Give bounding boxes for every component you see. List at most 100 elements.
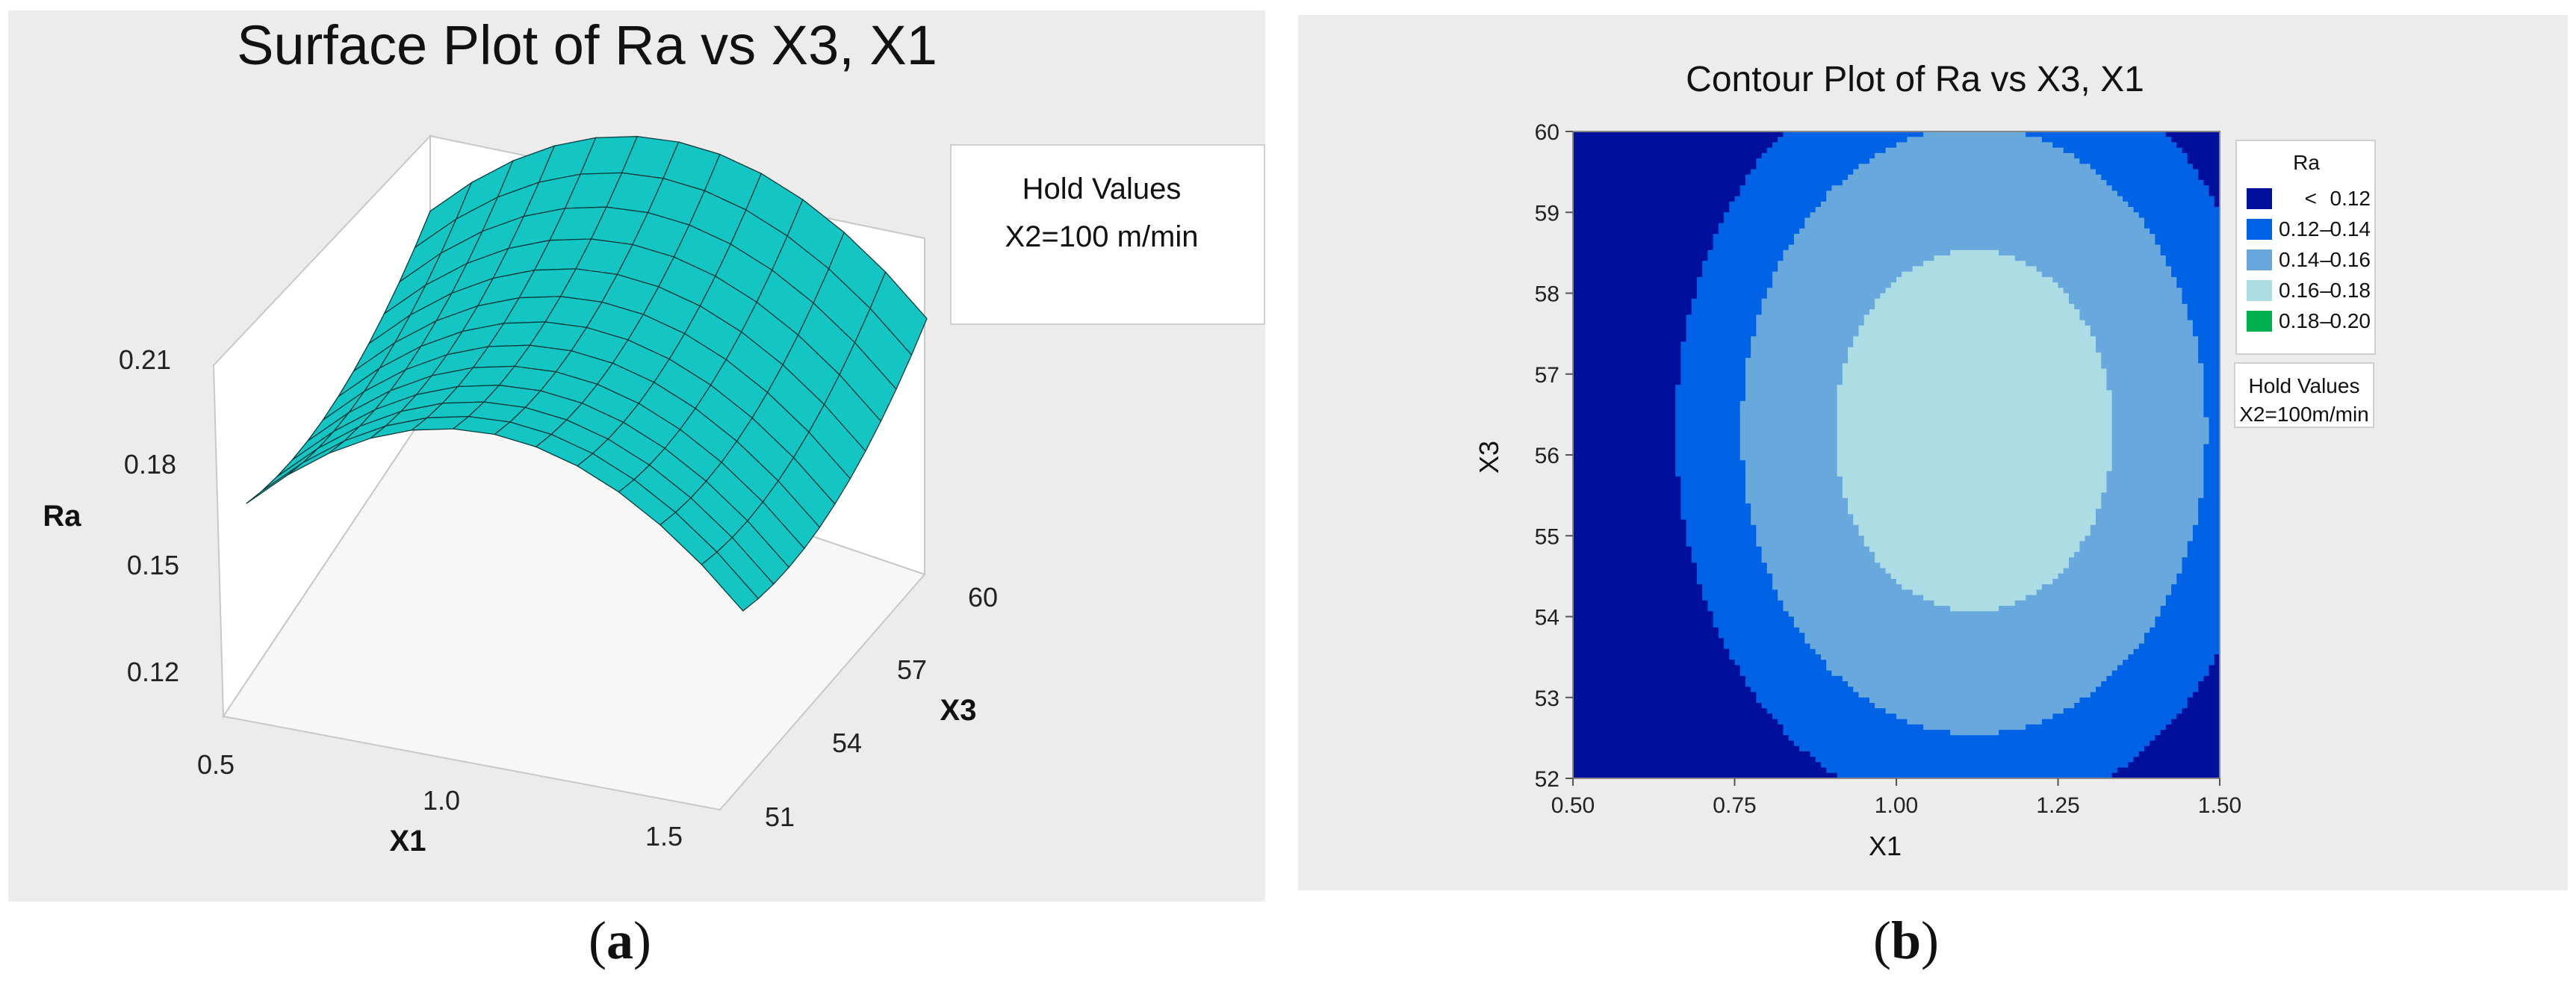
contour-cell (1594, 444, 1601, 450)
contour-cell (1589, 347, 1595, 353)
contour-cell (1675, 455, 1681, 461)
contour-cell (1589, 201, 1595, 208)
contour-cell (1766, 385, 1773, 391)
contour-cell (1659, 249, 1666, 256)
contour-cell (1616, 503, 1622, 509)
contour-cell (1734, 137, 1741, 143)
contour-cell (1724, 745, 1730, 752)
contour-cell (1637, 670, 1644, 677)
contour-cell (1772, 751, 1778, 757)
contour-cell (1616, 551, 1622, 558)
contour-cell (1734, 497, 1741, 504)
contour-cell (1610, 730, 1617, 736)
contour-cell (1589, 190, 1595, 197)
contour-cell (1707, 190, 1714, 197)
contour-cell (1589, 288, 1595, 294)
contour-cell (1691, 740, 1698, 747)
contour-cell (1632, 152, 1639, 159)
contour-cell (1686, 406, 1692, 412)
contour-cell (1605, 514, 1612, 521)
contour-cell (1713, 482, 1719, 488)
contour-cell (1707, 476, 1714, 483)
contour-cell (1686, 174, 1692, 181)
contour-cell (1589, 745, 1595, 752)
contour-cell (1761, 368, 1768, 375)
contour-cell (1686, 611, 1692, 618)
contour-cell (1600, 648, 1606, 655)
contour-cell (1627, 692, 1633, 698)
contour-cell (1648, 557, 1654, 563)
contour-cell (1778, 654, 1784, 660)
contour-cell (1729, 745, 1736, 752)
contour-cell (1583, 169, 1590, 176)
contour-cell (1713, 536, 1719, 542)
contour-cell (1729, 239, 1736, 246)
contour-cell (1734, 675, 1741, 682)
contour-cell (1669, 465, 1676, 472)
contour-cell (1734, 158, 1741, 164)
contour-cell (1756, 385, 1763, 391)
contour-cell (1664, 708, 1671, 714)
contour-cell (1734, 530, 1741, 536)
contour-cell (1783, 185, 1790, 191)
contour-cell (1589, 767, 1595, 774)
contour-cell (1621, 390, 1627, 397)
contour-cell (1664, 557, 1671, 563)
contour-cell (1788, 228, 1795, 235)
contour-cell (1621, 595, 1627, 601)
contour-cell (1745, 147, 1751, 154)
contour-cell (1594, 373, 1601, 380)
contour-cell (1627, 271, 1633, 278)
contour-cell (1734, 368, 1741, 375)
contour-cell (1605, 643, 1612, 650)
contour-cell (1783, 745, 1790, 752)
contour-cell (1734, 648, 1741, 655)
contour-cell (1766, 390, 1773, 397)
contour-cell (1642, 692, 1649, 698)
contour-cell (1583, 422, 1590, 429)
contour-cell (1783, 201, 1790, 208)
contour-cell (1616, 169, 1622, 176)
contour-cell (1589, 223, 1595, 229)
contour-cell (1664, 266, 1671, 273)
contour-cell (1589, 363, 1595, 370)
contour-cell (1680, 654, 1687, 660)
contour-cell (1778, 395, 1784, 402)
contour-cell (1605, 476, 1612, 483)
contour-cell (1772, 471, 1778, 477)
contour-cell (1578, 179, 1585, 186)
contour-cell (1734, 174, 1741, 181)
contour-cell (1605, 239, 1612, 246)
contour-cell (1751, 276, 1757, 283)
contour-cell (1675, 288, 1681, 294)
contour-cell (1594, 514, 1601, 521)
contour-cell (1739, 293, 1746, 300)
contour-cell (1642, 595, 1649, 601)
contour-cell (1573, 611, 1579, 618)
contour-cell (1605, 314, 1612, 321)
contour-cell (1589, 497, 1595, 504)
contour-cell (1659, 675, 1666, 682)
contour-cell (1739, 422, 1746, 429)
contour-cell (1707, 352, 1714, 359)
contour-cell (1583, 595, 1590, 601)
contour-cell (1696, 482, 1703, 488)
contour-cell (1664, 152, 1671, 159)
contour-cell (1600, 633, 1606, 639)
contour-cell (1637, 536, 1644, 542)
contour-cell (1578, 427, 1585, 434)
contour-cell (1766, 627, 1773, 633)
contour-cell (1589, 276, 1595, 283)
contour-cell (1766, 482, 1773, 488)
contour-cell (1729, 487, 1736, 494)
contour-cell (1627, 400, 1633, 407)
contour-cell (1729, 142, 1736, 149)
contour-cell (1713, 217, 1719, 224)
contour-cell (1621, 772, 1627, 779)
contour-cell (1632, 708, 1639, 714)
contour-cell (1691, 261, 1698, 267)
contour-cell (1616, 152, 1622, 159)
contour-cell (1600, 686, 1606, 693)
contour-cell (1583, 341, 1590, 348)
contour-cell (1756, 190, 1763, 197)
